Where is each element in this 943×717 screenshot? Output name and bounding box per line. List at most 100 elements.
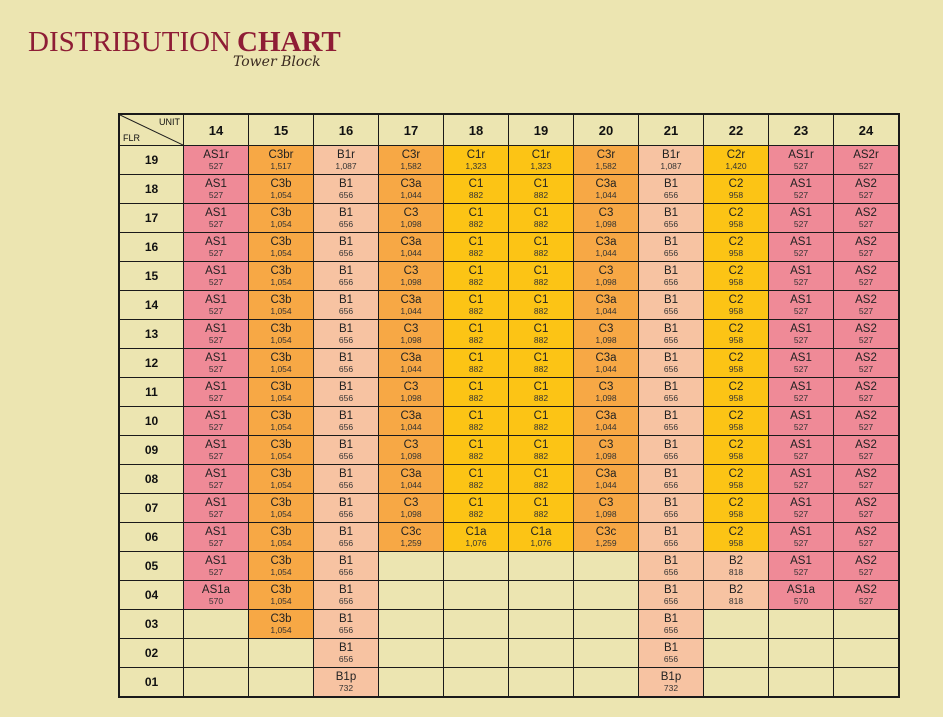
- unit-size: 882: [533, 480, 549, 490]
- unit-cell: B1 656: [313, 609, 379, 639]
- unit-size: 882: [533, 393, 549, 403]
- unit-size: 527: [793, 451, 809, 461]
- unit-type: AS1: [205, 293, 227, 306]
- unit-cell: B1 656: [638, 232, 704, 262]
- unit-type: AS1r: [203, 148, 229, 161]
- unit-type: C3b: [270, 206, 292, 219]
- column-header-18: 18: [443, 113, 509, 146]
- unit-type: C1: [533, 467, 549, 480]
- unit-cell: B1 656: [313, 493, 379, 523]
- unit-type: C1: [468, 438, 484, 451]
- table-row: 18 AS1 527 C3b 1,054 B1 656 C3a 1,044 C1 882 C1 882 C…: [118, 174, 900, 204]
- unit-size: 958: [728, 190, 744, 200]
- unit-cell: B1 656: [638, 580, 704, 610]
- unit-type: C1: [533, 438, 549, 451]
- unit-type: AS1: [790, 409, 812, 422]
- floor-number: 04: [118, 580, 184, 610]
- empty-cell: [833, 667, 900, 698]
- unit-size: 527: [208, 248, 224, 258]
- unit-type: C3a: [595, 177, 617, 190]
- unit-size: 1,054: [270, 422, 292, 432]
- unit-size: 882: [468, 393, 484, 403]
- unit-size: 656: [338, 596, 354, 606]
- unit-type: AS2r: [853, 148, 879, 161]
- unit-type: C1: [468, 293, 484, 306]
- unit-type: C2: [728, 322, 744, 335]
- floor-number: 01: [118, 667, 184, 698]
- unit-size: 656: [663, 277, 679, 287]
- unit-type: AS1: [205, 351, 227, 364]
- unit-size: 958: [728, 422, 744, 432]
- unit-size: 527: [858, 190, 874, 200]
- unit-cell: AS1 527: [183, 319, 249, 349]
- unit-size: 527: [858, 277, 874, 287]
- unit-size: 818: [728, 567, 744, 577]
- unit-cell: C3b 1,054: [248, 261, 314, 291]
- unit-size: 527: [793, 277, 809, 287]
- unit-type: AS2: [855, 351, 877, 364]
- unit-label: UNIT: [159, 117, 180, 127]
- unit-cell: C1 882: [508, 203, 574, 233]
- unit-type: B1: [338, 641, 354, 654]
- unit-size: 818: [728, 596, 744, 606]
- unit-size: 527: [208, 567, 224, 577]
- unit-type: C3b: [270, 496, 292, 509]
- floor-number: 10: [118, 406, 184, 436]
- unit-type: C3r: [596, 148, 616, 161]
- unit-cell: B1r 1,087: [313, 145, 379, 175]
- unit-type: C3: [403, 264, 419, 277]
- unit-size: 527: [858, 480, 874, 490]
- unit-size: 656: [338, 451, 354, 461]
- unit-size: 527: [858, 306, 874, 316]
- unit-size: 958: [728, 364, 744, 374]
- unit-size: 1,044: [400, 480, 422, 490]
- unit-size: 1,044: [595, 190, 617, 200]
- unit-size: 1,054: [270, 567, 292, 577]
- unit-type: B1: [338, 438, 354, 451]
- unit-type: C1: [468, 496, 484, 509]
- unit-type: C1a: [465, 525, 487, 538]
- unit-cell: AS1 527: [768, 261, 834, 291]
- unit-cell: C3b 1,054: [248, 435, 314, 465]
- unit-cell: AS1a 570: [183, 580, 249, 610]
- unit-cell: AS1 527: [768, 435, 834, 465]
- unit-type: AS1: [790, 177, 812, 190]
- unit-type: C3br: [268, 148, 294, 161]
- unit-type: B1: [338, 177, 354, 190]
- unit-size: 1,044: [595, 422, 617, 432]
- unit-size: 1,323: [465, 161, 487, 171]
- unit-size: 1,420: [725, 161, 747, 171]
- unit-type: C3: [598, 206, 614, 219]
- unit-type: B1: [338, 322, 354, 335]
- unit-size: 527: [793, 422, 809, 432]
- unit-cell: B1 656: [313, 348, 379, 378]
- unit-type: C3: [598, 322, 614, 335]
- unit-cell: B1 656: [638, 348, 704, 378]
- unit-cell: B1 656: [638, 406, 704, 436]
- unit-type: C3: [598, 496, 614, 509]
- table-row: 13 AS1 527 C3b 1,054 B1 656 C3 1,098 C1 882 C1 882 C3…: [118, 319, 900, 349]
- unit-cell: C1 882: [508, 406, 574, 436]
- unit-type: C1: [533, 496, 549, 509]
- unit-cell: B1 656: [313, 203, 379, 233]
- unit-size: 882: [468, 422, 484, 432]
- page-subtitle: Tower Block: [233, 54, 321, 70]
- unit-type: C3: [598, 380, 614, 393]
- unit-type: C3a: [595, 235, 617, 248]
- unit-cell: B1 656: [313, 435, 379, 465]
- unit-cell: C3b 1,054: [248, 203, 314, 233]
- unit-type: B1: [338, 206, 354, 219]
- unit-type: AS1: [205, 177, 227, 190]
- unit-cell: C3 1,098: [573, 377, 639, 407]
- floor-number: 05: [118, 551, 184, 581]
- unit-type: AS2: [855, 235, 877, 248]
- unit-size: 1,054: [270, 277, 292, 287]
- unit-type: B2: [728, 583, 744, 596]
- unit-type: B1r: [662, 148, 680, 161]
- unit-size: 656: [663, 306, 679, 316]
- unit-cell: AS1a 570: [768, 580, 834, 610]
- table-row: 10 AS1 527 C3b 1,054 B1 656 C3a 1,044 C1 882 C1 882 C…: [118, 406, 900, 436]
- unit-size: 1,054: [270, 451, 292, 461]
- unit-cell: C1 882: [443, 464, 509, 494]
- unit-cell: C3a 1,044: [573, 174, 639, 204]
